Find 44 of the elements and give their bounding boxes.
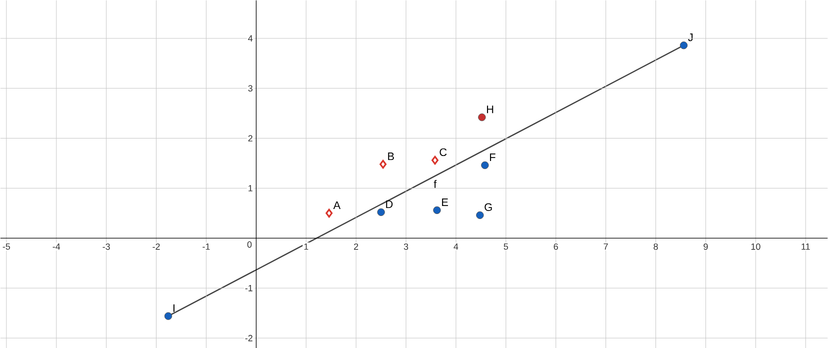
- annotation: F: [490, 153, 496, 161]
- x-tick-label: 4: [454, 243, 458, 250]
- point: [164, 312, 172, 320]
- x-tick-label: 0: [247, 241, 252, 248]
- series-label: f: [434, 180, 437, 188]
- y-tick-label: 1: [248, 184, 252, 192]
- point: [680, 41, 688, 49]
- y-tick-label: 4: [248, 35, 253, 42]
- y-tick-label: 2: [248, 134, 252, 142]
- annotation: C: [440, 148, 447, 156]
- x-tick-label: 1: [304, 243, 308, 250]
- x-tick-label: -4: [52, 243, 60, 250]
- x-tick-label: -5: [2, 243, 10, 250]
- annotation: J: [688, 33, 693, 41]
- annotation: D: [386, 200, 393, 208]
- x-tick-label: -2: [152, 243, 160, 250]
- point: [326, 208, 333, 218]
- annotation: A: [333, 201, 341, 209]
- x-tick-label: -3: [102, 243, 110, 250]
- point: [478, 113, 486, 121]
- annotation: H: [487, 105, 494, 113]
- point: [433, 206, 441, 214]
- annotation: I: [173, 304, 174, 312]
- x-tick-label: 5: [504, 243, 508, 250]
- x-tick-label: -1: [202, 243, 210, 250]
- y-tick-label: -1: [245, 284, 252, 291]
- x-tick-label: 3: [404, 243, 408, 250]
- x-tick-label: 10: [751, 243, 760, 250]
- point: [476, 211, 484, 219]
- point: [481, 161, 489, 169]
- y-tick-label: -2: [245, 334, 252, 341]
- x-tick-label: 6: [554, 243, 558, 250]
- x-tick-label: 2: [354, 243, 358, 250]
- annotation: B: [388, 152, 394, 160]
- point: [432, 156, 438, 164]
- x-tick-label: 9: [704, 243, 708, 250]
- annotation: G: [484, 203, 492, 211]
- x-tick-label: 8: [654, 243, 658, 250]
- x-tick-label: 7: [604, 243, 608, 250]
- annotation: E: [442, 198, 448, 206]
- x-tick-label: 11: [802, 243, 810, 250]
- point: [377, 208, 385, 216]
- point: [380, 160, 387, 168]
- y-tick-label: 3: [248, 84, 252, 92]
